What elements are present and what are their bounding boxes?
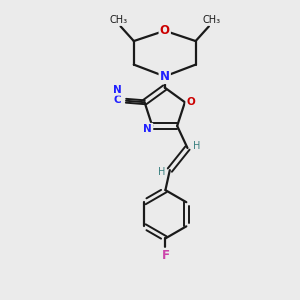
Text: N: N [113, 85, 122, 94]
Text: H: H [158, 167, 165, 178]
Text: F: F [161, 249, 169, 262]
Text: N: N [160, 70, 170, 83]
Text: CH₃: CH₃ [202, 15, 220, 25]
Text: O: O [186, 97, 195, 107]
Text: C: C [113, 95, 121, 105]
Text: H: H [193, 141, 201, 151]
Text: O: O [160, 24, 170, 37]
Text: N: N [143, 124, 152, 134]
Text: CH₃: CH₃ [109, 15, 127, 25]
